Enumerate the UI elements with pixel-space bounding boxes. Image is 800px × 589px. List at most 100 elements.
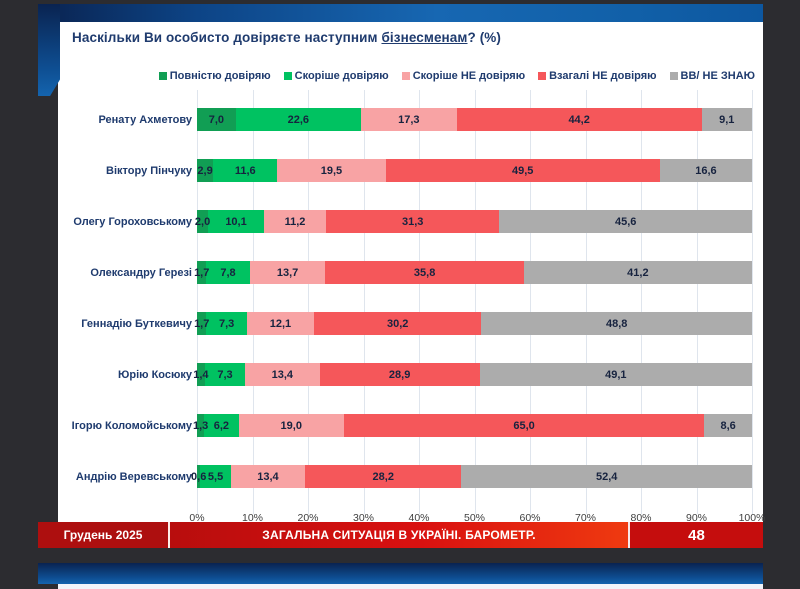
segment-value-label: 45,6: [614, 215, 637, 228]
bar-segment: 28,2: [305, 465, 462, 488]
segment-value-label: 28,2: [372, 470, 394, 483]
title-underlined-word: бізнесменам: [381, 30, 468, 45]
bar-segment: 19,0: [238, 414, 344, 437]
legend-swatch-icon: [538, 72, 547, 80]
bar-segment: 8,6: [704, 414, 752, 437]
bar-segment: 49,1: [479, 363, 752, 386]
bar-segment: 2,0: [195, 210, 210, 233]
bar-segment: 31,3: [326, 210, 500, 233]
legend-label: Скоріше довіряю: [294, 70, 389, 82]
x-axis-tick-label: 30%: [352, 512, 375, 524]
page-title: Наскільки Ви особисто довіряєте наступни…: [72, 30, 751, 45]
bar-segment: 16,6: [659, 159, 752, 182]
segment-value-label: 19,5: [320, 164, 343, 177]
legend-item: Скоріше НЕ довіряю: [401, 70, 526, 82]
bar-segment: 11,6: [213, 159, 278, 182]
gridline: [696, 90, 698, 514]
chart-rows: Ренату Ахметову 7,0 22,6 17,3 44,2 9,1 Віктору…: [58, 90, 752, 502]
chart-row: Юрію Косюку 1,4 7,3 13,4 28,9 49,1: [58, 349, 752, 400]
plot-gridlines: [197, 90, 753, 514]
segment-value-label: 12,1: [269, 317, 292, 330]
stacked-bar: 7,0 22,6 17,3 44,2 9,1: [197, 108, 752, 131]
segment-value-label: 19,0: [280, 419, 302, 432]
bar-segment: 7,3: [206, 312, 247, 335]
x-axis-tick-label: 100%: [738, 512, 766, 524]
stacked-bar: 2,0 10,1 11,2 31,3 45,6: [195, 210, 752, 233]
bar-segment: 0,6: [191, 465, 206, 488]
bar-segment: 45,6: [499, 210, 752, 233]
gridline: [641, 90, 642, 514]
segment-value-label: 22,6: [287, 113, 310, 126]
legend-label: Взагалі НЕ довіряю: [549, 70, 657, 82]
segment-value-label: 49,5: [512, 164, 534, 177]
x-axis-tick-label: 90%: [685, 512, 708, 524]
chart-row: Андрію Веревському 0,6 5,5 13,4 28,2 52,4: [58, 451, 752, 502]
bar-segment: 1,3: [193, 414, 208, 437]
x-axis-tick-label: 40%: [408, 512, 430, 524]
gridline: [530, 90, 531, 514]
segment-value-label: 44,2: [568, 113, 590, 126]
stacked-bar: 1,7 7,3 12,1 30,2 48,8: [194, 312, 752, 335]
bar-segment: 7,8: [206, 261, 250, 284]
x-axis-tick-label: 70%: [574, 512, 597, 524]
footer-date: Грудень 2025: [38, 522, 168, 548]
bar-segment: 41,2: [523, 261, 752, 284]
gridline: [752, 90, 753, 514]
segment-value-label: 16,6: [695, 164, 717, 177]
segment-value-label: 52,4: [595, 470, 618, 483]
legend-label: Скоріше НЕ довіряю: [412, 70, 526, 82]
bar-segment: 65,0: [343, 414, 705, 437]
bar-segment: 52,4: [461, 465, 752, 488]
legend-item: Взагалі НЕ довіряю: [538, 70, 657, 82]
legend-label: ВВ/ НЕ ЗНАЮ: [680, 70, 755, 82]
slide-footer: Грудень 2025 ЗАГАЛЬНА СИТУАЦІЯ В УКРАЇНІ…: [38, 522, 763, 548]
bar-segment: 19,5: [277, 159, 386, 182]
slide: Наскільки Ви особисто довіряєте наступни…: [38, 4, 766, 548]
segment-value-label: 49,1: [605, 368, 627, 381]
segment-value-label: 0,6: [191, 470, 207, 483]
chart-row: Олександру Герезі 1,7 7,8 13,7 35,8 41,2: [58, 247, 752, 298]
chart-row: Ренату Ахметову 7,0 22,6 17,3 44,2 9,1: [58, 94, 752, 145]
stacked-bar: 0,6 5,5 13,4 28,2 52,4: [191, 465, 752, 488]
category-label: Олександру Герезі: [90, 266, 192, 279]
chart-row: Ігорю Коломойському 1,3 6,2 19,0 65,0 8,6: [58, 400, 752, 451]
category-label: Віктору Пінчуку: [106, 164, 192, 177]
segment-value-label: 1,7: [194, 266, 210, 279]
category-label: Андрію Веревському: [75, 470, 192, 483]
bar-segment: 13,4: [230, 465, 306, 488]
segment-value-label: 48,8: [605, 317, 628, 330]
chart-legend: Повністю довіряю Скоріше довіряю Скоріше Н…: [118, 70, 755, 82]
chart-row: Геннадію Буткевичу 1,7 7,3 12,1 30,2 48,8: [58, 298, 752, 349]
bar-segment: 10,1: [208, 210, 264, 233]
bar-segment: 13,4: [245, 363, 320, 386]
gridline: [308, 90, 309, 514]
bar-segment: 17,3: [360, 108, 457, 131]
slide-top-bar: [38, 4, 763, 22]
chart-row: Віктору Пінчуку 2,9 11,6 19,5 49,5 16,6: [58, 145, 752, 196]
legend-item: Повністю довіряю: [158, 70, 271, 82]
segment-value-label: 7,0: [208, 113, 225, 126]
chart-row: Олегу Гороховському 2,0 10,1 11,2 31,3 45,6: [58, 196, 752, 247]
bar-segment: 6,2: [204, 414, 239, 437]
bar-segment: 22,6: [235, 108, 361, 131]
segment-value-label: 28,9: [388, 368, 411, 381]
gridline: [474, 90, 476, 514]
x-axis-tick-label: 50%: [463, 512, 486, 524]
segment-value-label: 11,6: [234, 164, 256, 177]
gridline: [197, 90, 198, 514]
bar-segment: 1,4: [193, 363, 209, 386]
segment-value-label: 30,2: [386, 317, 409, 330]
bar-segment: 7,3: [204, 363, 246, 386]
next-slide-edge: [58, 584, 763, 589]
category-label: Геннадію Буткевичу: [81, 317, 192, 330]
gridline: [585, 90, 587, 514]
bar-segment: 48,8: [481, 312, 752, 335]
segment-value-label: 31,3: [402, 215, 424, 228]
gridline: [419, 90, 420, 514]
next-slide-top-bar: [38, 563, 763, 584]
legend-swatch-icon: [401, 72, 410, 80]
x-axis-tick-label: 80%: [630, 512, 652, 524]
segment-value-label: 11,2: [284, 215, 306, 228]
x-axis-tick-label: 0%: [189, 512, 205, 524]
segment-value-label: 6,2: [213, 419, 230, 432]
